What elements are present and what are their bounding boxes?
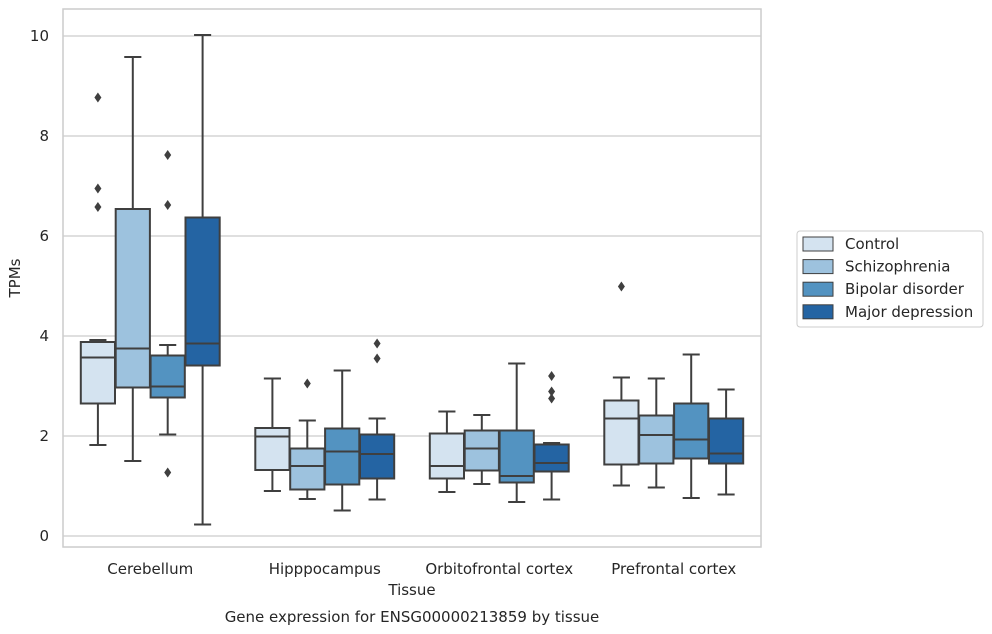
box-3-0 bbox=[184, 34, 221, 526]
outlier-point bbox=[94, 202, 102, 212]
box-1-0 bbox=[114, 56, 151, 462]
box-body bbox=[184, 216, 221, 367]
box-body bbox=[254, 427, 291, 471]
legend-label-0: Control bbox=[845, 235, 899, 253]
y-axis-ticks: 0 2 4 6 8 10 bbox=[30, 27, 49, 545]
box-1-2 bbox=[463, 414, 500, 485]
x-tick-label-0: Cerebellum bbox=[107, 560, 193, 578]
box-body bbox=[673, 402, 710, 460]
legend-swatch-3 bbox=[802, 304, 834, 320]
plot-frame bbox=[62, 8, 762, 548]
box-body bbox=[533, 443, 570, 473]
outlier-point bbox=[373, 353, 381, 364]
x-tick-label-1: Hipppocampus bbox=[269, 560, 381, 578]
outlier-point bbox=[548, 386, 556, 397]
box-body bbox=[149, 354, 186, 399]
box-body bbox=[289, 447, 326, 491]
legend-frame bbox=[796, 230, 984, 328]
box-3-3 bbox=[707, 388, 745, 496]
y-tick-label-4: 4 bbox=[39, 327, 49, 345]
chart-caption: Gene expression for ENSG00000213859 by t… bbox=[225, 608, 600, 626]
box-0-3 bbox=[603, 281, 640, 487]
legend: Control Schizophrenia Bipolar disorder Majo… bbox=[796, 230, 984, 328]
box-1-3 bbox=[638, 377, 675, 489]
box-body bbox=[603, 399, 640, 466]
y-tick-label-0: 0 bbox=[39, 527, 49, 545]
x-tick-label-3: Prefrontal cortex bbox=[611, 560, 736, 578]
box-2-0 bbox=[149, 150, 186, 478]
box-0-2 bbox=[428, 410, 466, 493]
outlier-point bbox=[94, 92, 102, 103]
box-body bbox=[324, 427, 361, 486]
y-axis-title: TPMs bbox=[6, 258, 24, 298]
legend-swatch-1 bbox=[802, 259, 834, 275]
box-2-2 bbox=[498, 362, 535, 503]
outlier-point bbox=[303, 378, 311, 389]
box-3-2 bbox=[533, 371, 570, 501]
outlier-point bbox=[373, 338, 381, 349]
outlier-point bbox=[164, 150, 172, 160]
box-body bbox=[638, 414, 675, 465]
outlier-point bbox=[617, 281, 625, 292]
grid-lines bbox=[63, 35, 761, 537]
y-tick-label-2: 2 bbox=[39, 427, 49, 445]
boxes-layer bbox=[79, 34, 745, 526]
legend-items: Control Schizophrenia Bipolar disorder Majo… bbox=[802, 235, 973, 321]
box-body bbox=[463, 429, 500, 472]
y-tick-label-6: 6 bbox=[39, 227, 49, 245]
legend-label-3: Major depression bbox=[845, 303, 973, 321]
box-0-1 bbox=[254, 377, 291, 492]
x-tick-label-2: Orbitofrontal cortex bbox=[425, 560, 573, 578]
box-body bbox=[498, 429, 535, 484]
outlier-point bbox=[94, 183, 102, 194]
y-tick-label-8: 8 bbox=[39, 127, 49, 145]
box-body bbox=[114, 208, 151, 389]
legend-swatch-2 bbox=[802, 281, 834, 297]
box-3-1 bbox=[358, 338, 396, 501]
box-2-1 bbox=[324, 369, 361, 512]
outlier-point bbox=[548, 393, 556, 404]
outlier-point bbox=[164, 467, 172, 478]
box-body bbox=[707, 417, 745, 465]
box-body bbox=[358, 433, 396, 480]
legend-label-2: Bipolar disorder bbox=[845, 280, 965, 298]
y-tick-label-10: 10 bbox=[30, 27, 49, 45]
legend-label-1: Schizophrenia bbox=[845, 258, 950, 276]
legend-swatch-0 bbox=[802, 236, 834, 252]
x-axis-title: Tissue bbox=[387, 581, 435, 599]
box-body bbox=[428, 432, 466, 480]
outlier-point bbox=[164, 200, 172, 210]
outlier-point bbox=[548, 371, 556, 381]
x-axis-ticks: Cerebellum Hipppocampus Orbitofrontal cort… bbox=[107, 560, 736, 578]
box-body bbox=[79, 341, 117, 405]
box-0-0 bbox=[79, 92, 117, 446]
